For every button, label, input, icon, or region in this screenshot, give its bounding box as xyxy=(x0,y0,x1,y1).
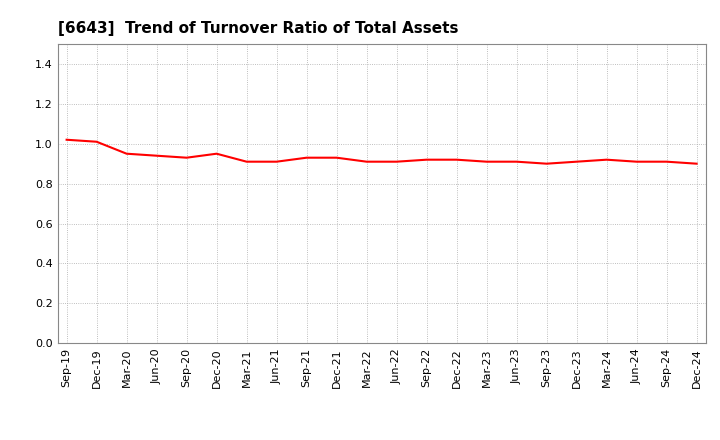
Text: [6643]  Trend of Turnover Ratio of Total Assets: [6643] Trend of Turnover Ratio of Total … xyxy=(58,21,458,36)
